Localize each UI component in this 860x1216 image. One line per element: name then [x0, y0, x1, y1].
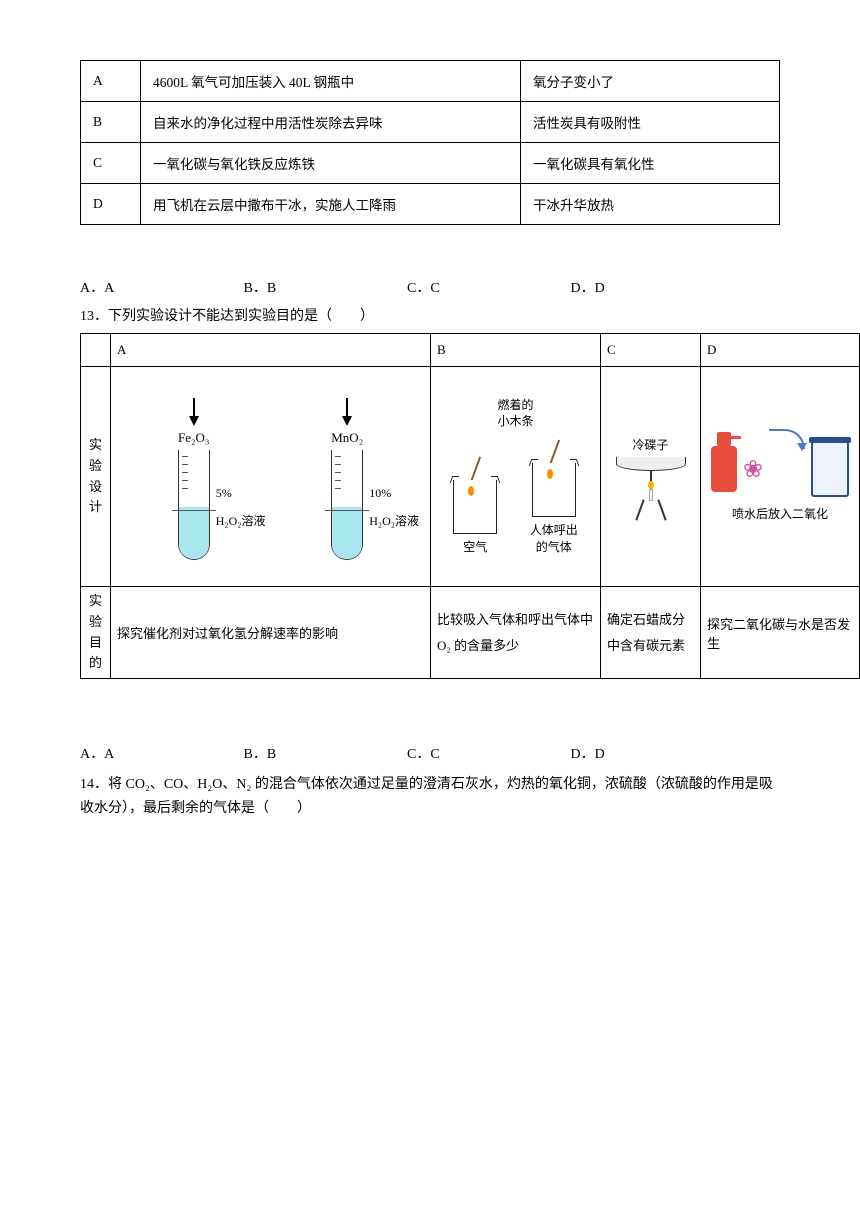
explain-cell: 氧分子变小了: [521, 61, 780, 102]
beaker-icon: [453, 480, 497, 534]
col-c-header: C: [601, 334, 701, 367]
phenomenon-cell: 自来水的净化过程中用活性炭除去异味: [141, 102, 521, 143]
row-id: D: [81, 184, 141, 225]
table-row: C 一氧化碳与氧化铁反应炼铁 一氧化碳具有氧化性: [81, 143, 780, 184]
table-row: B 自来水的净化过程中用活性炭除去异味 活性炭具有吸附性: [81, 102, 780, 143]
diagram-d: ❀ 喷水后放入二氧化: [701, 367, 860, 587]
purpose-b: 比较吸入气体和呼出气体中 O₂ 的含量多少: [431, 587, 601, 679]
purpose-a: 探究催化剂对过氧化氢分解速率的影响: [111, 587, 431, 679]
formula-label: Fe₂O₃: [178, 430, 209, 446]
formula-label: MnO₂: [331, 430, 363, 446]
arrow-down-icon: [189, 416, 199, 426]
row-id: A: [81, 61, 141, 102]
dish-label: 冷碟子: [632, 436, 668, 453]
phenomenon-cell: 用飞机在云层中撒布干冰，实施人工降雨: [141, 184, 521, 225]
explain-cell: 一氧化碳具有氧化性: [521, 143, 780, 184]
option-d: D．D: [571, 277, 605, 297]
percent-label: 10%: [369, 486, 391, 501]
arrow-arc-icon: [769, 429, 805, 449]
solution-label: H₂O₂溶液: [369, 512, 419, 529]
spray-bottle-icon: [711, 446, 737, 492]
flower-icon: ❀: [743, 455, 763, 484]
arrow-icon: [346, 398, 348, 416]
purpose-row: 实 验 目 的 探究催化剂对过氧化氢分解速率的影响 比较吸入气体和呼出气体中 O…: [81, 587, 860, 679]
option-c: C．C: [407, 277, 567, 297]
explain-cell: 干冰升华放热: [521, 184, 780, 225]
q13-stem: 13．下列实验设计不能达到实验目的是（ ）: [80, 305, 780, 325]
purpose-row-label: 实 验 目 的: [81, 587, 111, 679]
explain-cell: 活性炭具有吸附性: [521, 102, 780, 143]
design-row: 实 验 设 计 Fe₂O₃ 5% H₂O₂溶液: [81, 367, 860, 587]
option-d: D．D: [571, 743, 605, 763]
option-b: B．B: [244, 743, 404, 763]
col-d-header: D: [701, 334, 860, 367]
table-header-row: A B C D: [81, 334, 860, 367]
design-row-label: 实 验 设 计: [81, 367, 111, 587]
table-row: D 用飞机在云层中撒布干冰，实施人工降雨 干冰升华放热: [81, 184, 780, 225]
option-b: B．B: [244, 277, 404, 297]
diagram-a: Fe₂O₃ 5% H₂O₂溶液 MnO₂: [111, 367, 431, 587]
beaker-label: 空气: [463, 538, 487, 555]
percent-label: 5%: [216, 486, 232, 501]
diagram-c: 冷碟子: [601, 367, 701, 587]
flame-icon: [468, 486, 474, 496]
beaker-label: 人体呼出 的气体: [530, 521, 578, 555]
experiment-table: A B C D 实 验 设 计 Fe₂O₃ 5%: [80, 333, 860, 679]
arrow-icon: [193, 398, 195, 416]
row-id: B: [81, 102, 141, 143]
stand-leg-icon: [657, 499, 666, 520]
flame-icon: [648, 481, 654, 489]
test-tube-icon: [178, 450, 210, 560]
phenomenon-cell: 一氧化碳与氧化铁反应炼铁: [141, 143, 521, 184]
option-c: C．C: [407, 743, 567, 763]
arrow-down-icon: [342, 416, 352, 426]
purpose-d: 探究二氧化碳与水是否发生: [701, 587, 860, 679]
phenomenon-cell: 4600L 氧气可加压装入 40L 钢瓶中: [141, 61, 521, 102]
splint-label: 燃着的 小木条: [437, 398, 594, 429]
purpose-c: 确定石蜡成分中含有碳元素: [601, 587, 701, 679]
q13-options: A．A B．B C．C D．D: [80, 743, 780, 763]
stand-leg-icon: [635, 499, 644, 520]
diagram-b: 燃着的 小木条 空气 人体呼出 的气体: [431, 367, 601, 587]
q12-options: A．A B．B C．C D．D: [80, 277, 780, 297]
beaker-icon: [532, 463, 576, 517]
col-a-header: A: [111, 334, 431, 367]
flame-icon: [547, 469, 553, 479]
option-a: A．A: [80, 743, 240, 763]
solution-label: H₂O₂溶液: [216, 512, 266, 529]
diagram-d-caption: 喷水后放入二氧化: [707, 505, 853, 522]
row-id: C: [81, 143, 141, 184]
blank-cell: [81, 334, 111, 367]
col-b-header: B: [431, 334, 601, 367]
test-tube-icon: [331, 450, 363, 560]
q14-stem: 14．将 CO₂、CO、H₂O、N₂ 的混合气体依次通过足量的澄清石灰水，灼热的…: [80, 773, 780, 821]
dish-icon: [616, 457, 686, 471]
option-a: A．A: [80, 277, 240, 297]
jar-icon: [811, 441, 849, 497]
phenomena-table: A 4600L 氧气可加压装入 40L 钢瓶中 氧分子变小了 B 自来水的净化过…: [80, 60, 780, 225]
table-row: A 4600L 氧气可加压装入 40L 钢瓶中 氧分子变小了: [81, 61, 780, 102]
